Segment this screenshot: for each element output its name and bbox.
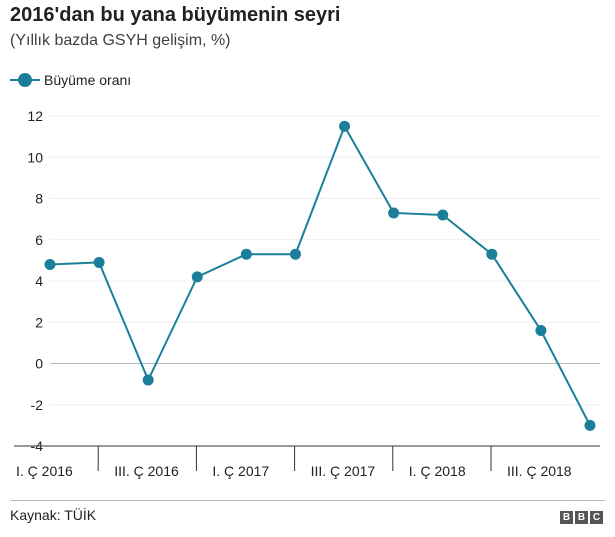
footer-divider bbox=[10, 500, 605, 501]
y-tick-label: 6 bbox=[35, 232, 43, 248]
logo-letter: C bbox=[590, 511, 603, 524]
x-tick-label: III. Ç 2018 bbox=[507, 463, 572, 479]
logo-letter: B bbox=[560, 511, 573, 524]
data-point bbox=[388, 207, 400, 219]
legend: Büyüme oranı bbox=[10, 70, 131, 90]
data-point bbox=[93, 256, 105, 268]
data-point bbox=[191, 271, 203, 283]
legend-label: Büyüme oranı bbox=[44, 72, 132, 88]
series-line bbox=[49, 123, 591, 426]
y-tick-label: 2 bbox=[35, 314, 43, 330]
data-point bbox=[289, 248, 301, 260]
x-tick-label: III. Ç 2016 bbox=[114, 463, 179, 479]
x-tick-label: I. Ç 2016 bbox=[16, 463, 73, 479]
x-tick-label: I. Ç 2017 bbox=[212, 463, 269, 479]
source-note: Kaynak: TÜİK bbox=[10, 507, 97, 523]
y-tick-label: 0 bbox=[35, 356, 43, 372]
data-point bbox=[535, 325, 547, 336]
legend-marker-icon bbox=[10, 70, 40, 90]
bbc-logo: B B C bbox=[560, 511, 603, 524]
chart-title: 2016'dan bu yana büyümenin seyri bbox=[10, 4, 341, 26]
data-point bbox=[240, 248, 252, 260]
y-tick-label: 10 bbox=[27, 149, 43, 165]
x-tick-label: III. Ç 2017 bbox=[311, 463, 376, 479]
y-tick-label: -2 bbox=[31, 397, 44, 413]
data-point bbox=[584, 419, 596, 431]
logo-letter: B bbox=[575, 511, 588, 524]
data-point bbox=[44, 259, 56, 270]
chart-subtitle: (Yıllık bazda GSYH gelişim, %) bbox=[10, 32, 231, 49]
y-tick-label: 8 bbox=[35, 191, 43, 207]
data-point bbox=[339, 120, 351, 132]
data-point bbox=[142, 374, 154, 386]
y-tick-label: 12 bbox=[27, 108, 43, 124]
data-point bbox=[437, 209, 449, 221]
x-tick-label: I. Ç 2018 bbox=[409, 463, 466, 479]
y-tick-label: 4 bbox=[35, 273, 43, 289]
data-point bbox=[486, 248, 498, 260]
